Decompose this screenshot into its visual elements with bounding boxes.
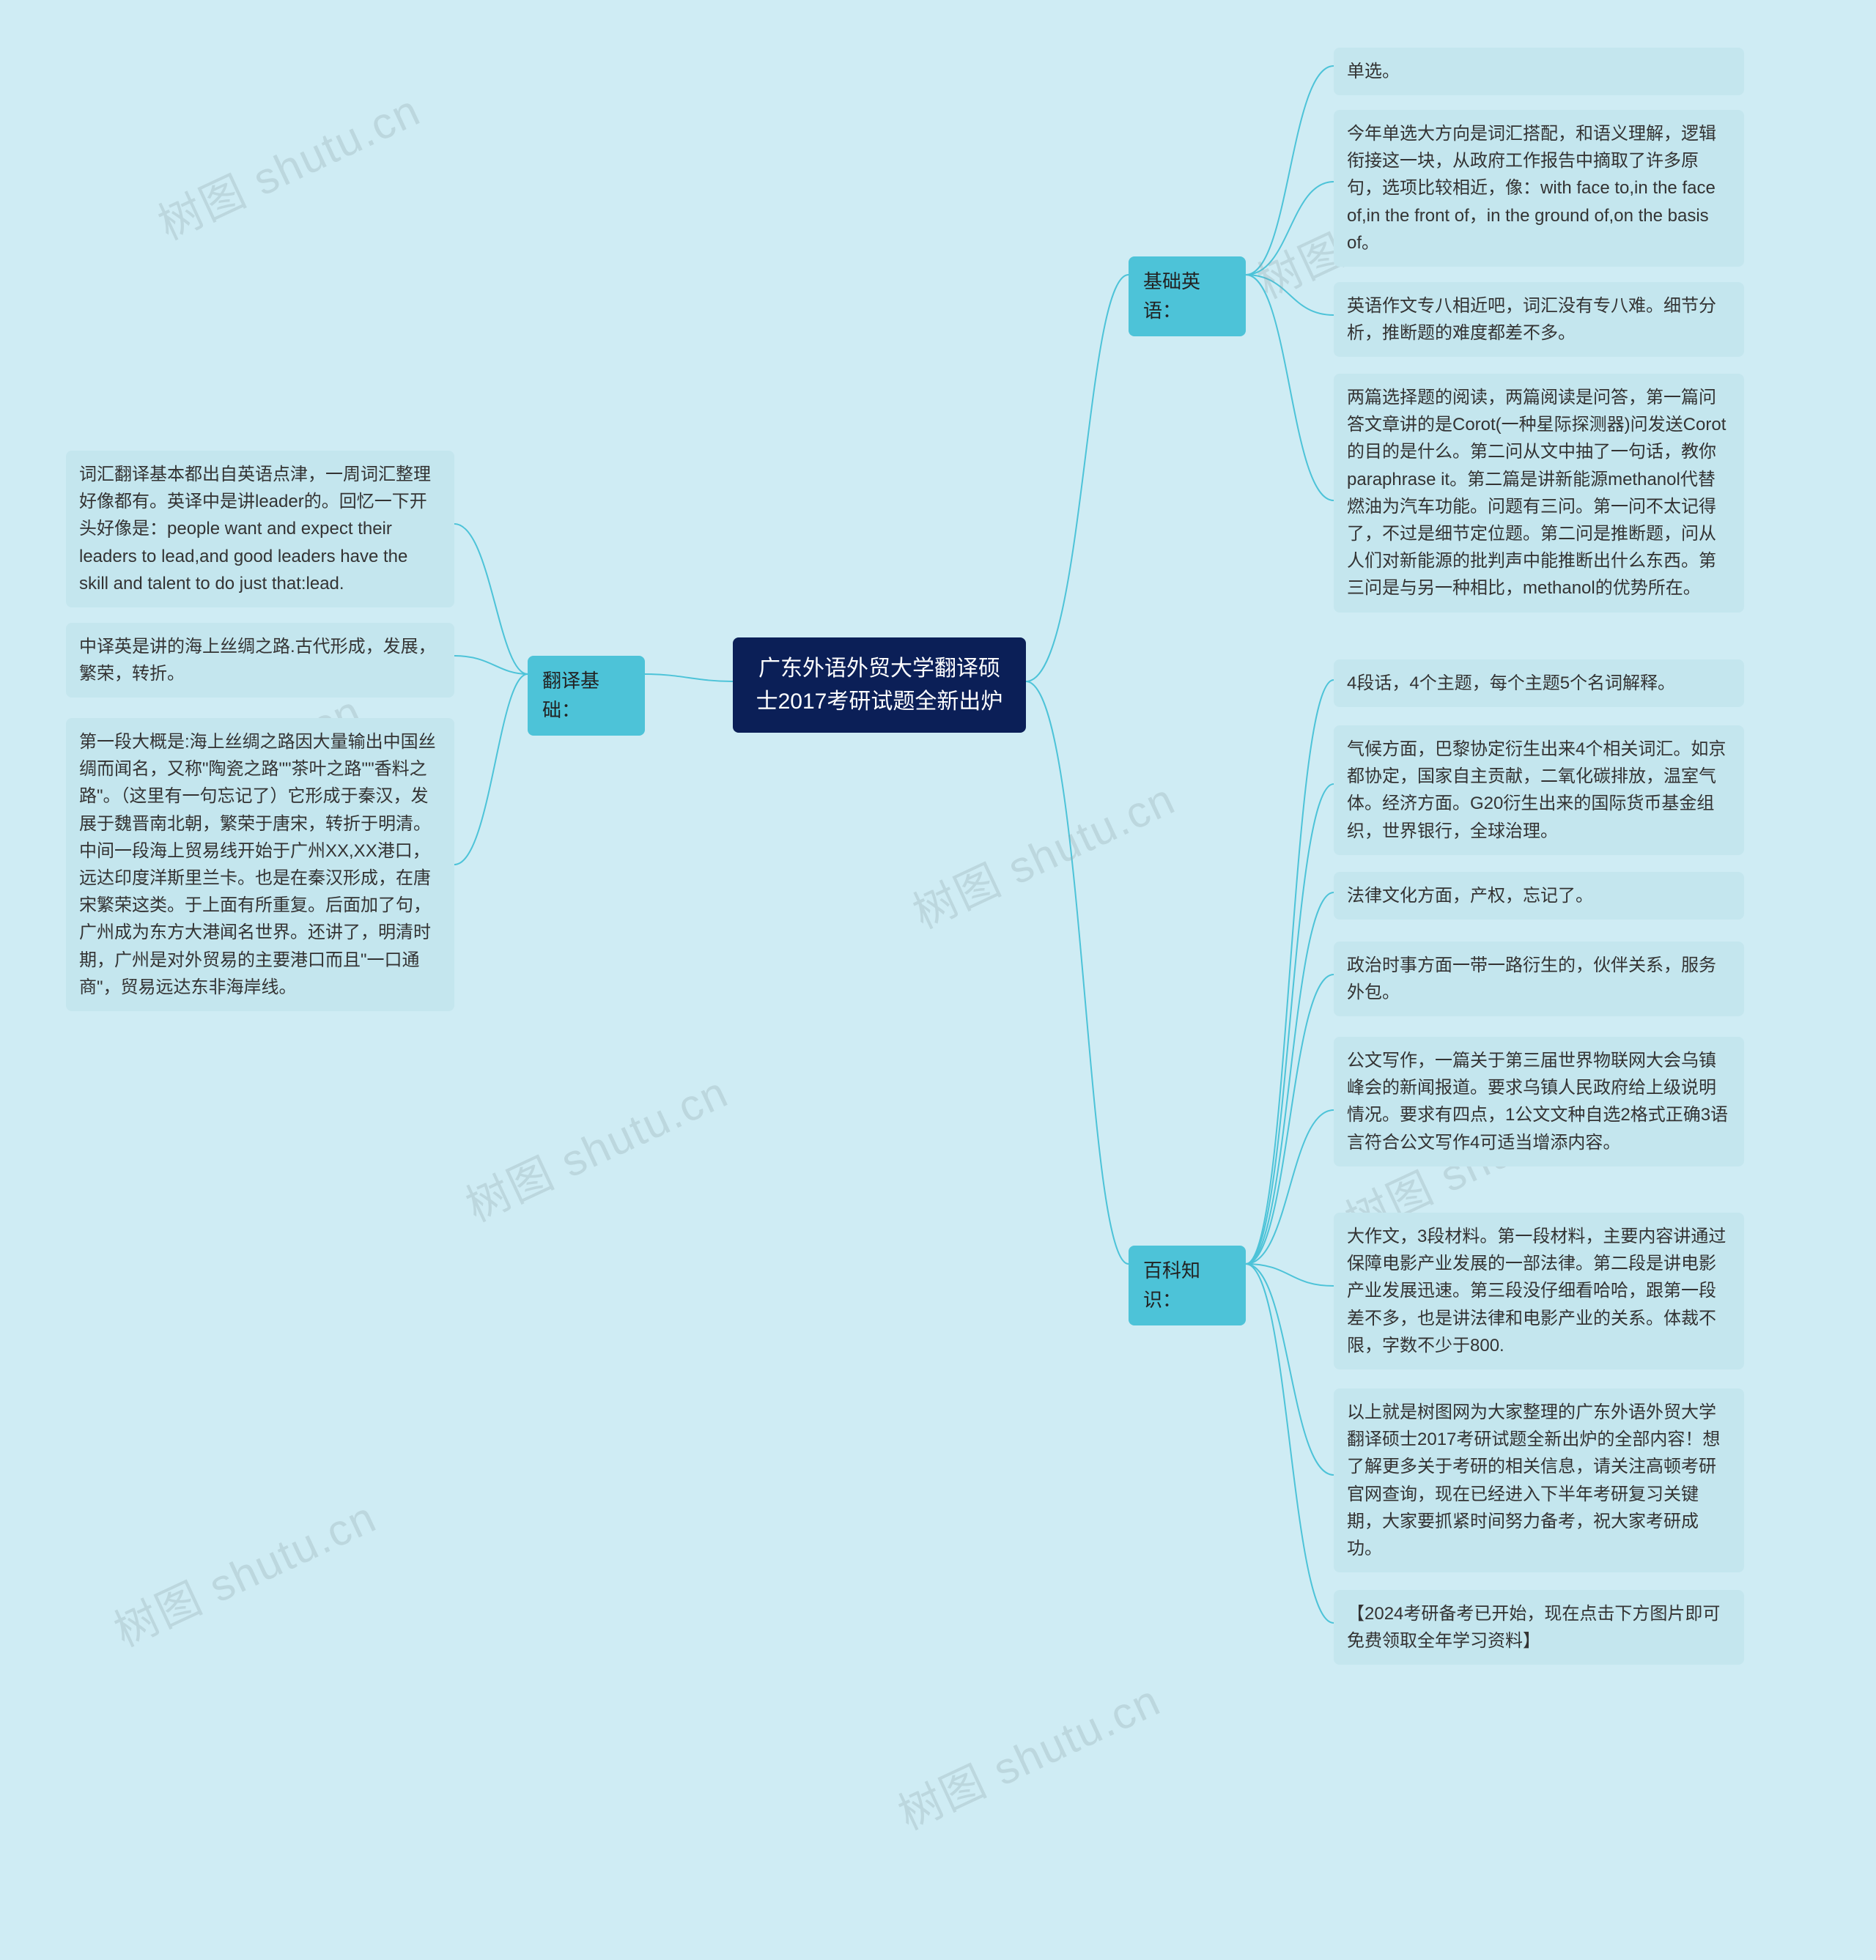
root-node: 广东外语外贸大学翻译硕士2017考研试题全新出炉 (733, 637, 1026, 733)
leaf-node: 中译英是讲的海上丝绸之路.古代形成，发展，繁荣，转折。 (66, 623, 454, 698)
watermark: 树图 shutu.cn (103, 1482, 385, 1660)
leaf-text: 词汇翻译基本都出自英语点津，一周词汇整理好像都有。英译中是讲leader的。回忆… (79, 465, 431, 593)
watermark: 树图 shutu.cn (887, 1665, 1170, 1843)
leaf-node: 气候方面，巴黎协定衍生出来4个相关词汇。如京都协定，国家自主贡献，二氧化碳排放，… (1334, 725, 1744, 855)
leaf-text: 【2024考研备考已开始，现在点击下方图片即可免费领取全年学习资料】 (1347, 1604, 1720, 1651)
leaf-node: 【2024考研备考已开始，现在点击下方图片即可免费领取全年学习资料】 (1334, 1590, 1744, 1665)
root-text: 广东外语外贸大学翻译硕士2017考研试题全新出炉 (756, 657, 1003, 714)
leaf-text: 气候方面，巴黎协定衍生出来4个相关词汇。如京都协定，国家自主贡献，二氧化碳排放，… (1347, 739, 1726, 841)
branch-label: 基础英语： (1143, 270, 1200, 322)
leaf-node: 英语作文专八相近吧，词汇没有专八难。细节分析，推断题的难度都差不多。 (1334, 282, 1744, 357)
leaf-text: 公文写作，一篇关于第三届世界物联网大会乌镇峰会的新闻报道。要求乌镇人民政府给上级… (1347, 1051, 1728, 1153)
leaf-node: 第一段大概是:海上丝绸之路因大量输出中国丝绸而闻名，又称"陶瓷之路""茶叶之路"… (66, 718, 454, 1011)
leaf-text: 政治时事方面一带一路衍生的，伙伴关系，服务外包。 (1347, 955, 1716, 1002)
branch-label: 翻译基础： (542, 670, 599, 721)
leaf-node: 法律文化方面，产权，忘记了。 (1334, 872, 1744, 920)
leaf-node: 政治时事方面一带一路衍生的，伙伴关系，服务外包。 (1334, 942, 1744, 1016)
leaf-text: 单选。 (1347, 62, 1400, 81)
leaf-node: 两篇选择题的阅读，两篇阅读是问答，第一篇问答文章讲的是Corot(一种星际探测器… (1334, 374, 1744, 613)
watermark: 树图 shutu.cn (901, 764, 1184, 942)
branch-encyclopedia: 百科知识： (1129, 1246, 1246, 1325)
leaf-node: 今年单选大方向是词汇搭配，和语义理解，逻辑衔接这一块，从政府工作报告中摘取了许多… (1334, 110, 1744, 267)
watermark: 树图 shutu.cn (454, 1057, 737, 1235)
leaf-node: 单选。 (1334, 48, 1744, 95)
branch-basic-english: 基础英语： (1129, 256, 1246, 336)
leaf-text: 第一段大概是:海上丝绸之路因大量输出中国丝绸而闻名，又称"陶瓷之路""茶叶之路"… (79, 732, 436, 997)
leaf-node: 词汇翻译基本都出自英语点津，一周词汇整理好像都有。英译中是讲leader的。回忆… (66, 451, 454, 607)
watermark: 树图 shutu.cn (147, 75, 429, 253)
leaf-text: 法律文化方面，产权，忘记了。 (1347, 886, 1593, 906)
leaf-text: 以上就是树图网为大家整理的广东外语外贸大学翻译硕士2017考研试题全新出炉的全部… (1347, 1402, 1720, 1558)
leaf-text: 两篇选择题的阅读，两篇阅读是问答，第一篇问答文章讲的是Corot(一种星际探测器… (1347, 388, 1726, 598)
leaf-node: 以上就是树图网为大家整理的广东外语外贸大学翻译硕士2017考研试题全新出炉的全部… (1334, 1388, 1744, 1572)
leaf-text: 今年单选大方向是词汇搭配，和语义理解，逻辑衔接这一块，从政府工作报告中摘取了许多… (1347, 124, 1716, 253)
leaf-node: 公文写作，一篇关于第三届世界物联网大会乌镇峰会的新闻报道。要求乌镇人民政府给上级… (1334, 1037, 1744, 1166)
leaf-text: 4段话，4个主题，每个主题5个名词解释。 (1347, 673, 1675, 693)
branch-translation: 翻译基础： (528, 656, 645, 736)
leaf-node: 4段话，4个主题，每个主题5个名词解释。 (1334, 659, 1744, 707)
leaf-text: 中译英是讲的海上丝绸之路.古代形成，发展，繁荣，转折。 (79, 637, 436, 684)
leaf-text: 英语作文专八相近吧，词汇没有专八难。细节分析，推断题的难度都差不多。 (1347, 296, 1716, 343)
leaf-text: 大作文，3段材料。第一段材料，主要内容讲通过保障电影产业发展的一部法律。第二段是… (1347, 1227, 1726, 1356)
branch-label: 百科知识： (1143, 1260, 1200, 1311)
leaf-node: 大作文，3段材料。第一段材料，主要内容讲通过保障电影产业发展的一部法律。第二段是… (1334, 1213, 1744, 1369)
